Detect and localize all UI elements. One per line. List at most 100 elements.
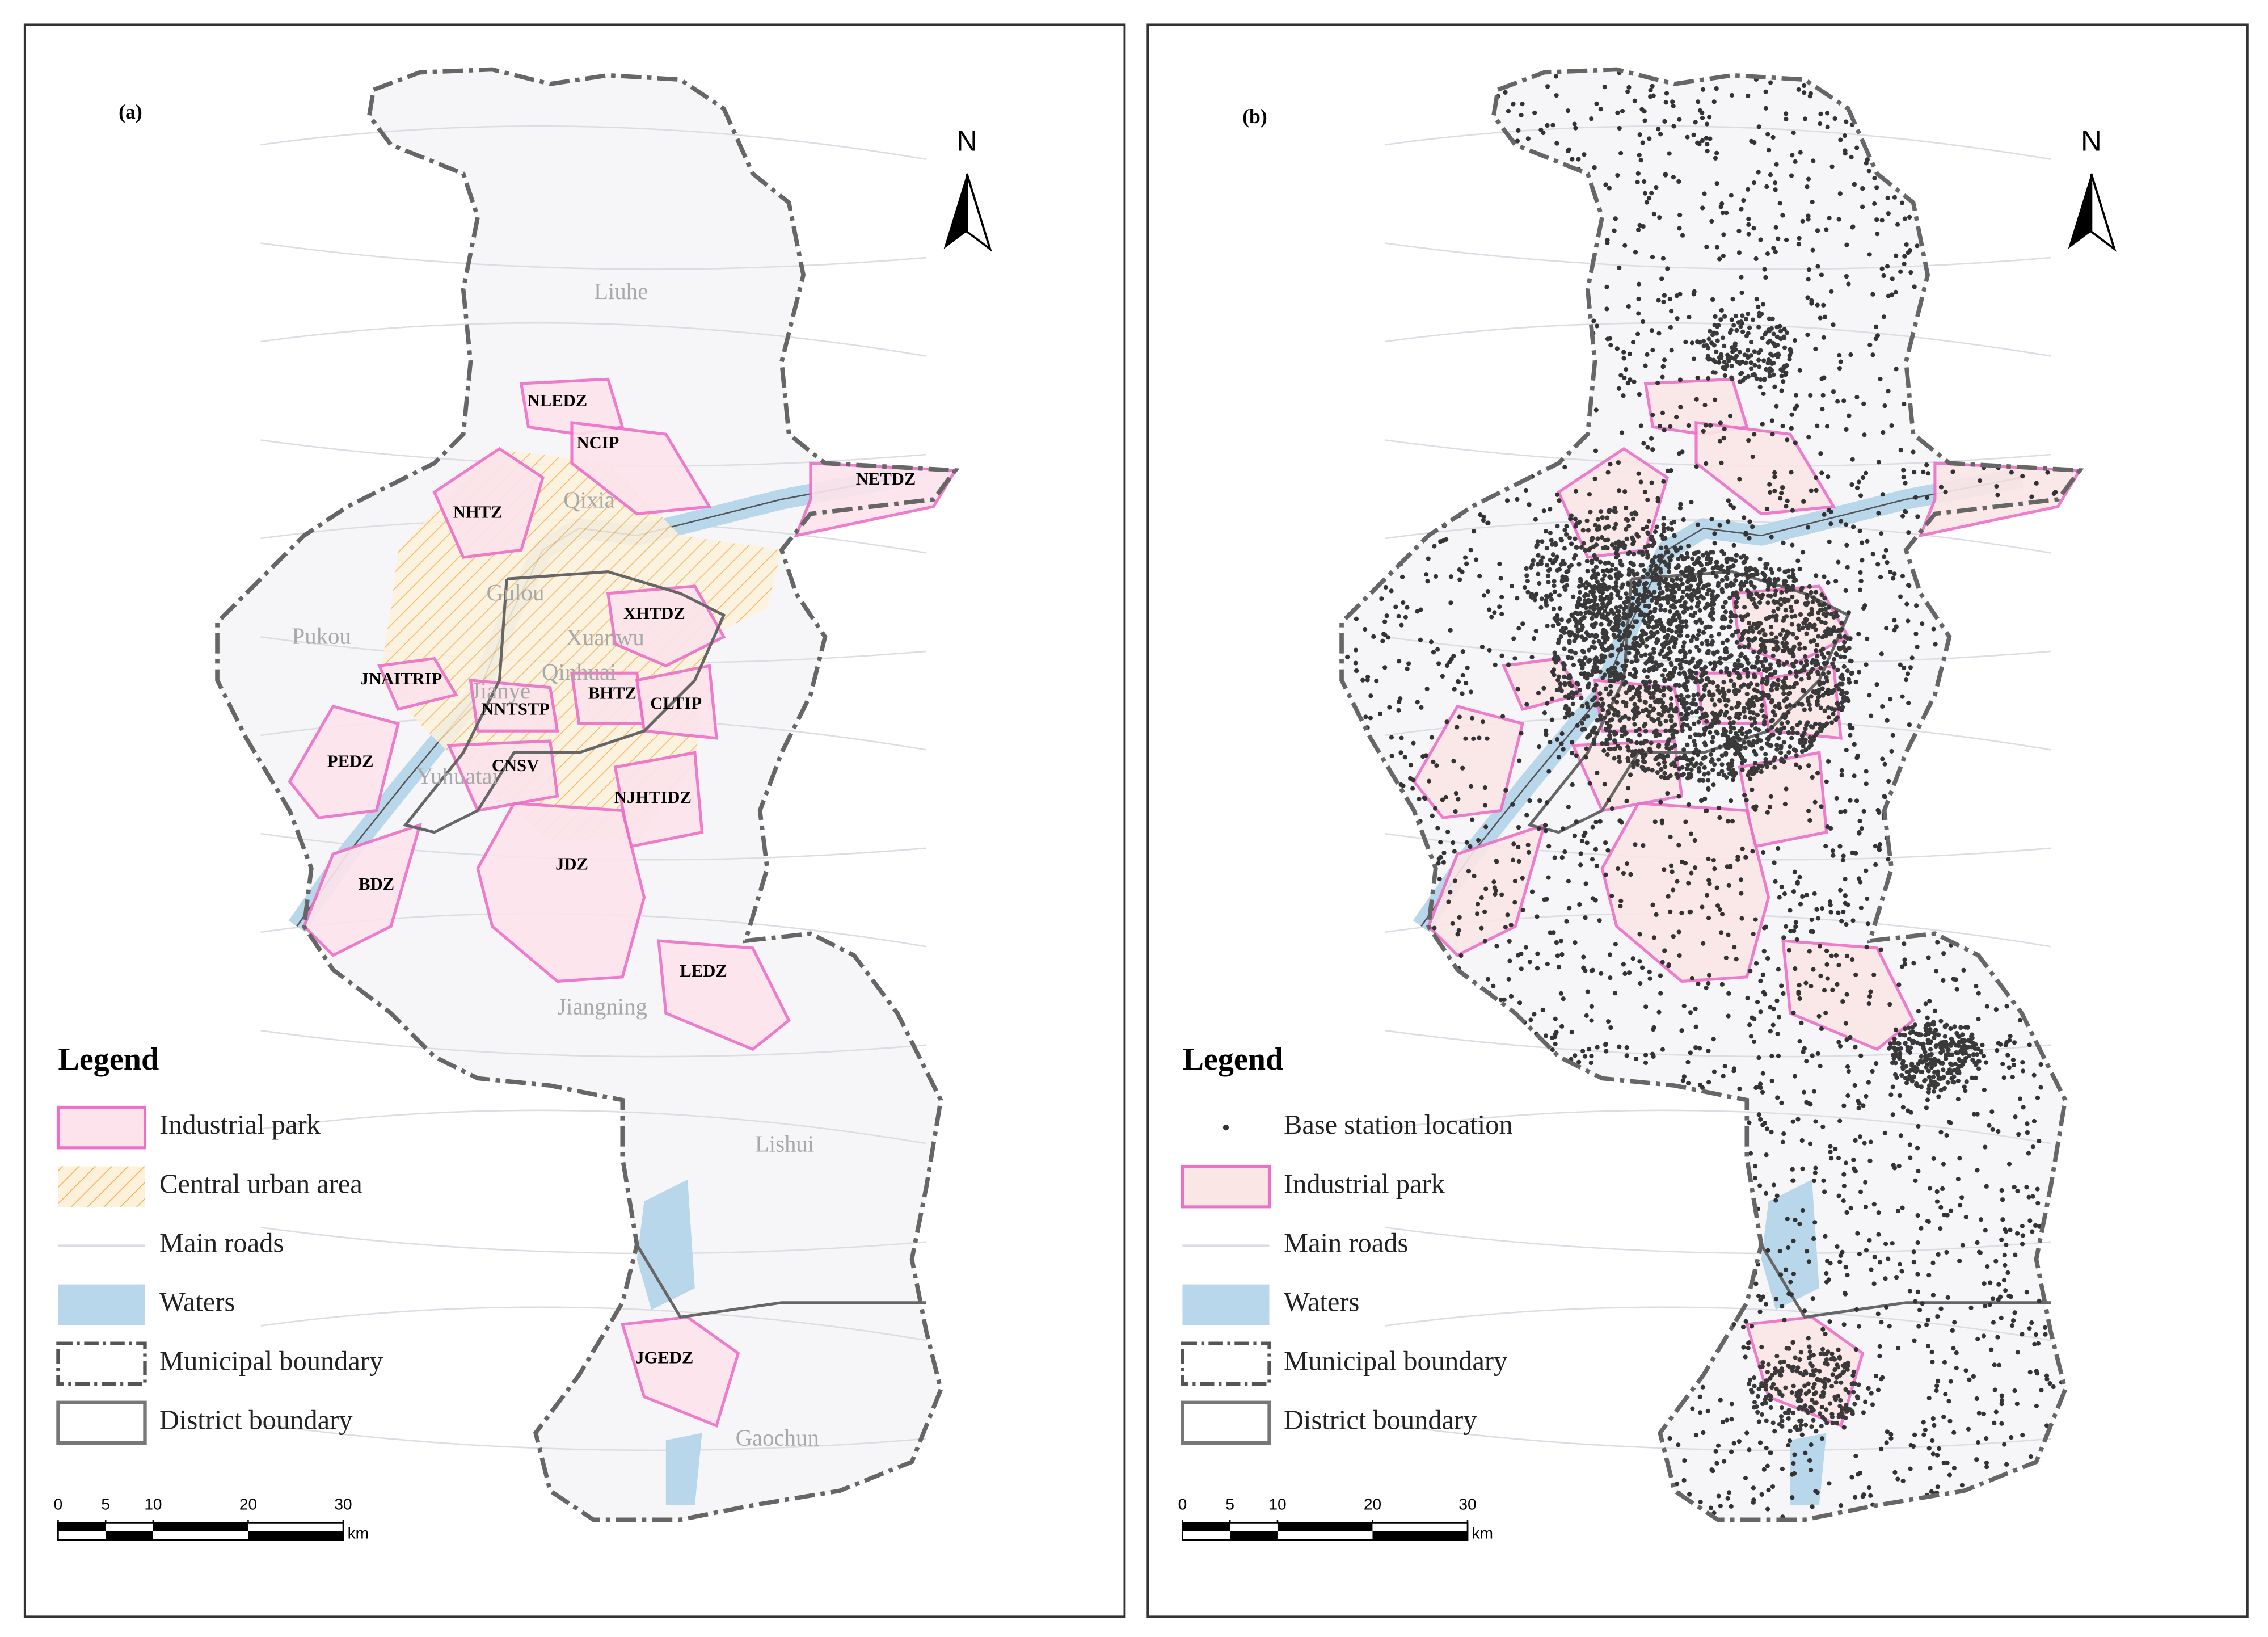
base-station bbox=[1760, 302, 1766, 307]
base-station bbox=[1845, 1273, 1850, 1278]
base-station bbox=[1780, 213, 1785, 218]
base-station bbox=[1456, 928, 1461, 933]
base-station bbox=[1819, 1436, 1825, 1441]
base-station bbox=[1683, 574, 1688, 579]
base-station bbox=[1742, 644, 1747, 649]
base-station bbox=[1552, 855, 1557, 860]
base-station bbox=[1904, 677, 1909, 683]
base-station bbox=[1746, 187, 1751, 192]
base-station bbox=[1754, 660, 1760, 665]
base-station bbox=[1477, 735, 1482, 740]
base-station bbox=[1550, 623, 1555, 628]
base-station bbox=[1756, 621, 1761, 626]
base-station bbox=[1730, 819, 1735, 824]
base-station bbox=[1679, 570, 1684, 575]
base-station bbox=[1757, 630, 1762, 635]
base-station bbox=[1594, 101, 1599, 106]
base-station bbox=[1671, 603, 1676, 608]
base-station bbox=[1603, 182, 1608, 187]
base-station bbox=[1821, 612, 1826, 617]
base-station bbox=[1891, 1045, 1896, 1050]
base-station bbox=[1633, 708, 1638, 713]
base-station bbox=[1645, 445, 1650, 450]
main-road bbox=[1385, 1109, 2051, 1144]
base-station bbox=[1999, 1237, 2004, 1242]
base-station bbox=[1613, 616, 1618, 621]
base-station bbox=[1576, 562, 1582, 567]
district-boundary bbox=[403, 570, 726, 834]
base-station bbox=[1951, 1466, 1957, 1471]
base-station bbox=[1974, 1396, 1979, 1402]
base-station bbox=[1377, 711, 1383, 716]
base-station bbox=[1858, 493, 1864, 498]
base-station bbox=[1908, 1030, 1913, 1036]
base-station bbox=[1763, 752, 1768, 757]
base-station bbox=[1428, 639, 1434, 645]
base-station bbox=[1827, 605, 1832, 610]
base-station bbox=[1403, 615, 1408, 620]
base-station bbox=[1765, 956, 1770, 961]
base-station bbox=[1803, 726, 1808, 731]
base-station bbox=[1605, 752, 1610, 758]
base-station bbox=[1846, 677, 1852, 682]
base-station bbox=[1664, 91, 1670, 96]
base-station bbox=[1586, 528, 1591, 533]
base-station bbox=[2000, 1217, 2005, 1222]
base-station bbox=[1643, 1060, 1649, 1066]
base-station bbox=[1776, 1053, 1781, 1058]
base-station bbox=[1831, 322, 1836, 327]
base-station bbox=[1810, 599, 1815, 604]
base-station bbox=[1482, 785, 1487, 790]
base-station bbox=[1742, 740, 1747, 745]
base-station bbox=[1934, 1199, 1940, 1204]
base-station bbox=[1647, 709, 1652, 714]
base-station bbox=[1865, 896, 1870, 902]
base-station bbox=[1655, 380, 1660, 386]
base-station bbox=[1701, 941, 1706, 946]
base-station bbox=[1667, 1436, 1672, 1441]
base-station bbox=[1660, 960, 1665, 965]
district-label: Jianye bbox=[471, 678, 530, 704]
base-station bbox=[1603, 740, 1608, 746]
base-station bbox=[1607, 622, 1612, 627]
base-station bbox=[1718, 710, 1723, 716]
base-station bbox=[1540, 555, 1545, 560]
base-station bbox=[1618, 675, 1623, 680]
base-station bbox=[1926, 1040, 1931, 1045]
base-station bbox=[1557, 965, 1562, 970]
base-station bbox=[1544, 600, 1549, 605]
base-station bbox=[1914, 1081, 1919, 1087]
base-station bbox=[1935, 1453, 1940, 1458]
base-station bbox=[1705, 591, 1710, 597]
base-station bbox=[1803, 737, 1808, 742]
base-station bbox=[1786, 1291, 1791, 1297]
base-station bbox=[1603, 1042, 1608, 1047]
base-station bbox=[1751, 1039, 1757, 1045]
base-station bbox=[1491, 879, 1496, 885]
base-station bbox=[1524, 573, 1529, 578]
base-station bbox=[1763, 106, 1768, 111]
base-station bbox=[1382, 619, 1388, 624]
base-station bbox=[1796, 87, 1801, 92]
base-station bbox=[1891, 1163, 1896, 1168]
base-station bbox=[1561, 747, 1566, 752]
base-station bbox=[1820, 693, 1826, 698]
base-station bbox=[1647, 679, 1652, 684]
base-station bbox=[1664, 582, 1670, 587]
base-station bbox=[1756, 1112, 1761, 1117]
base-station bbox=[1608, 678, 1613, 684]
base-station bbox=[1583, 830, 1588, 835]
base-station bbox=[1616, 613, 1621, 618]
base-station bbox=[1764, 184, 1769, 190]
base-station bbox=[1743, 629, 1748, 634]
base-station bbox=[1837, 1259, 1843, 1264]
base-station bbox=[1574, 819, 1579, 824]
base-station bbox=[1382, 665, 1388, 670]
base-station bbox=[1742, 758, 1747, 763]
base-station bbox=[1857, 818, 1862, 824]
base-station bbox=[1840, 681, 1845, 687]
base-station bbox=[1898, 1046, 1903, 1051]
base-station bbox=[1789, 622, 1794, 627]
base-station bbox=[1665, 754, 1670, 759]
base-station bbox=[1712, 866, 1717, 872]
